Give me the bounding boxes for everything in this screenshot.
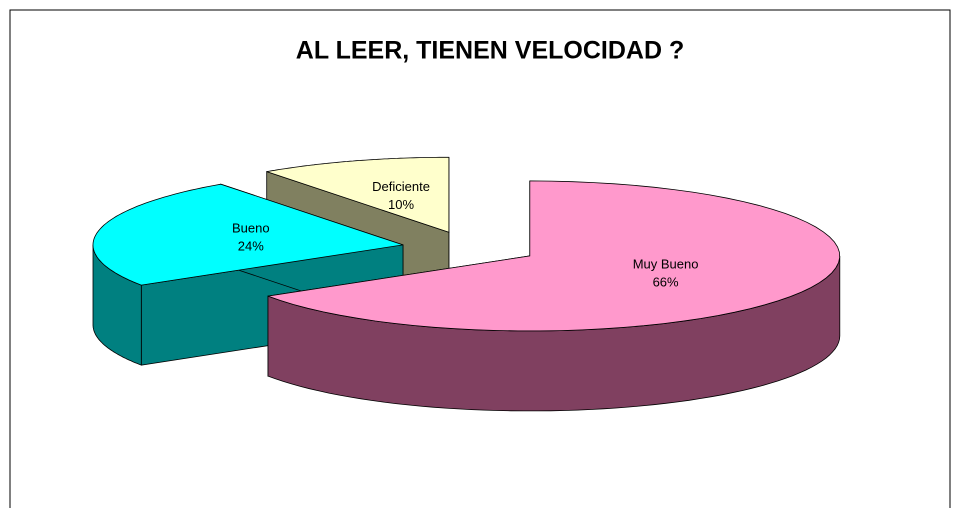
slice	[267, 180, 841, 412]
data-label-name: Muy Bueno	[633, 256, 699, 271]
chart-frame	[9, 9, 951, 508]
data-label-value: 66%	[653, 274, 679, 289]
chart-title: AL LEER, TIENEN VELOCIDAD ?	[296, 37, 684, 65]
slice-top	[266, 156, 450, 233]
slice-top	[267, 180, 841, 332]
data-label-value: 24%	[238, 238, 264, 253]
data-label-name: Bueno	[232, 220, 270, 235]
data-label-name: Deficiente	[372, 179, 430, 194]
data-label-value: 10%	[388, 197, 414, 212]
slice-top	[92, 183, 404, 286]
